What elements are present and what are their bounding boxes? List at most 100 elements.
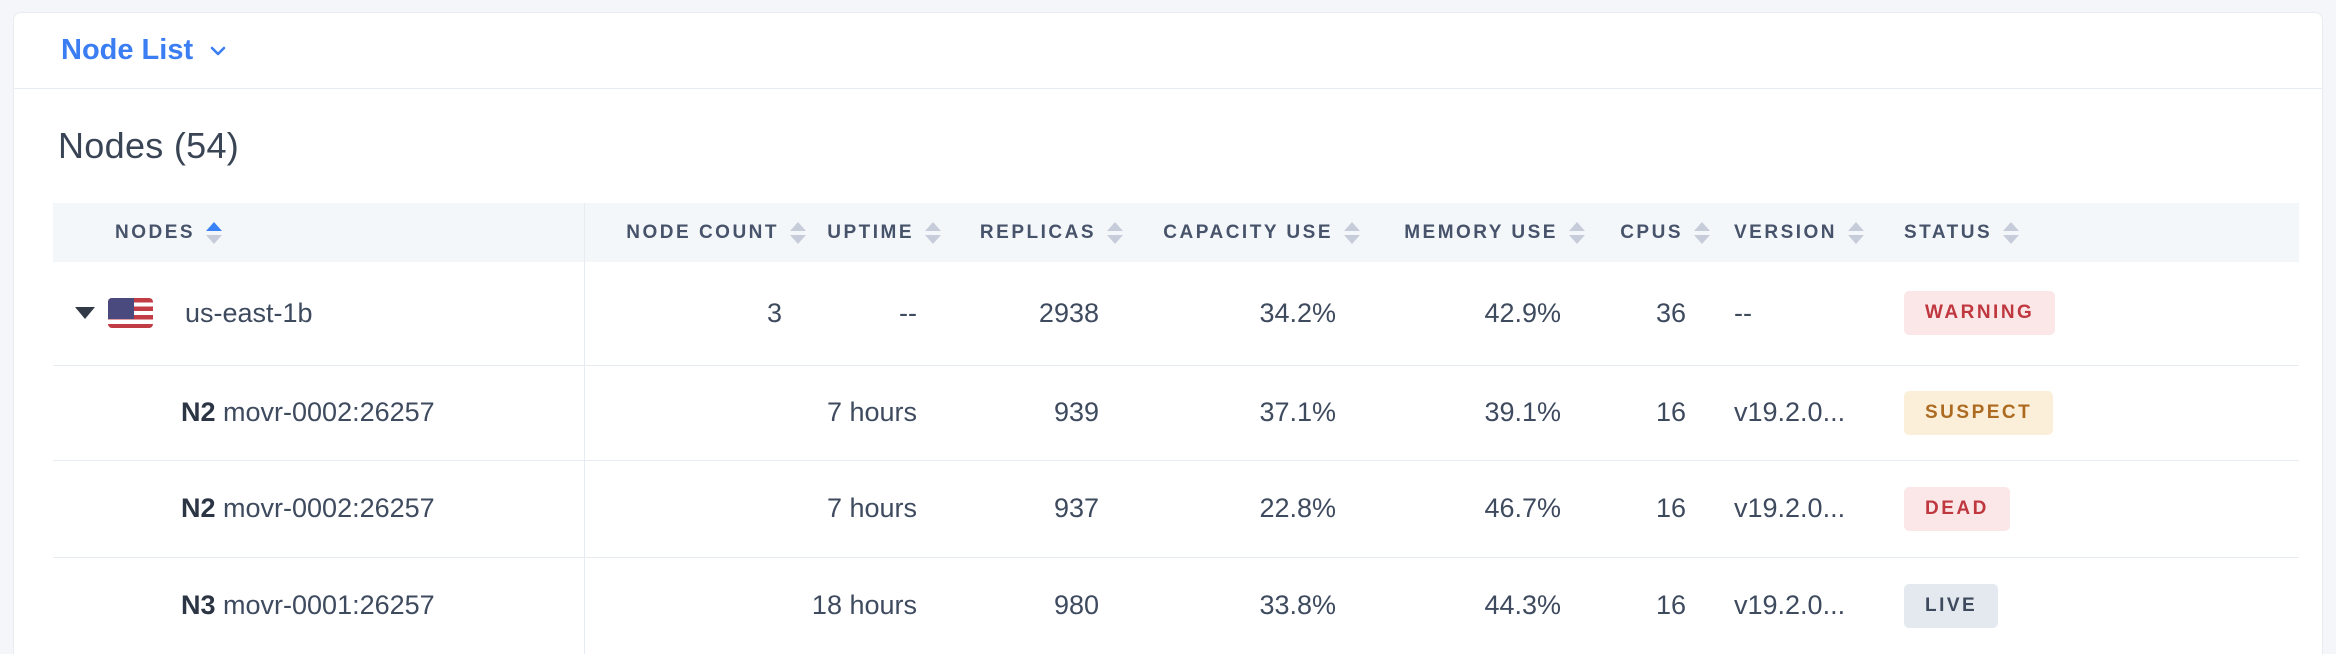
node-address[interactable]: movr-0001:26257 [223,590,435,621]
table-row-node[interactable]: N3 movr-0001:26257 18 hours 980 33.8% 44… [53,556,2299,654]
sort-down-arrow [1569,234,1585,244]
node-list-dropdown[interactable]: Node List [61,34,229,67]
cell-cpus: 16 [1585,556,1710,654]
table-header: NODES NODE COUNT UPTIME [53,203,2299,262]
table-header-row: NODES NODE COUNT UPTIME [53,203,2299,262]
cell-replicas: 2938 [1038,297,1099,328]
status-badge: LIVE [1904,583,1999,628]
cell-replicas: 937 [941,459,1123,557]
cell-memory-use: 39.1% [1360,364,1585,460]
cell-node-count [584,364,806,460]
sort-up-arrow [1107,221,1123,231]
cell-capacity-use: 34.2% [1259,297,1336,328]
column-header-uptime[interactable]: UPTIME [806,203,941,262]
sort-up-arrow [1344,221,1360,231]
cell-uptime: 7 hours [806,459,941,557]
column-header-uptime-label: UPTIME [827,221,914,243]
sort-down-arrow [2003,234,2020,244]
table-body: us-east-1b 3 -- 2938 34.2% 42.9% 36 -- W… [53,262,2299,654]
column-header-nodes[interactable]: NODES [53,203,585,262]
column-header-status[interactable]: STATUS [1878,203,2299,262]
status-badge: SUSPECT [1904,390,2054,435]
card-content: Nodes (54) NODES NODE COUNT [14,89,2322,654]
sort-up-arrow [1569,221,1585,231]
column-header-cpus[interactable]: CPUS [1585,203,1710,262]
column-header-nodes-label: NODES [115,221,196,243]
card-nav-bar: Node List [14,13,2322,89]
sort-up-arrow [1694,221,1710,231]
cell-version: -- [1734,297,1752,328]
sort-icon-capacity-use[interactable] [1344,221,1360,244]
sort-icon-uptime[interactable] [925,221,941,244]
column-header-memory-use[interactable]: MEMORY USE [1360,203,1585,262]
us-flag-icon [108,298,153,329]
column-header-cpus-label: CPUS [1620,221,1683,243]
page-title: Nodes (54) [58,125,240,166]
sort-up-arrow [1848,221,1865,231]
node-id: N2 [181,493,216,523]
column-header-version[interactable]: VERSION [1710,203,1878,262]
cell-cpus: 16 [1585,459,1710,557]
node-id: N2 [181,397,216,427]
cell-replicas: 980 [941,556,1123,654]
cell-node-count [584,459,806,557]
table-row-node[interactable]: N2 movr-0002:26257 7 hours 939 37.1% 39.… [53,364,2299,460]
cell-uptime: 18 hours [806,556,941,654]
cell-memory-use: 42.9% [1484,297,1561,328]
status-badge: DEAD [1904,486,2010,531]
cell-capacity-use: 33.8% [1123,556,1360,654]
column-header-status-label: STATUS [1904,221,1993,243]
sort-up-arrow [925,221,941,231]
sort-down-arrow [790,234,806,244]
node-list-dropdown-label: Node List [61,34,194,66]
sort-up-arrow [2003,221,2020,231]
cell-version: v19.2.0... [1710,556,1878,654]
column-header-node-count[interactable]: NODE COUNT [584,203,806,262]
chevron-down-icon [210,46,226,55]
cell-cpus: 36 [1655,297,1686,328]
table-row-region-us-east-1b[interactable]: us-east-1b 3 -- 2938 34.2% 42.9% 36 -- W… [53,262,2299,365]
sort-up-arrow [790,221,806,231]
node-list-card: Node List Nodes (54) NODES [13,12,2323,654]
sort-icon-node-count[interactable] [790,221,806,244]
cell-version: v19.2.0... [1710,459,1878,557]
region-name[interactable]: us-east-1b [185,297,313,328]
sort-down-arrow [1848,234,1865,244]
column-header-replicas[interactable]: REPLICAS [941,203,1123,262]
sort-down-arrow [1694,234,1710,244]
cell-cpus: 16 [1585,364,1710,460]
cell-node-count: 3 [766,297,782,328]
nodes-table: NODES NODE COUNT UPTIME [53,203,2299,654]
cell-version: v19.2.0... [1710,364,1878,460]
sort-down-arrow [1107,234,1123,244]
sort-icon-cpus[interactable] [1694,221,1710,244]
cell-capacity-use: 37.1% [1123,364,1360,460]
column-header-version-label: VERSION [1734,221,1838,243]
column-header-memory-use-label: MEMORY USE [1404,221,1558,243]
cell-memory-use: 46.7% [1360,459,1585,557]
sort-up-arrow [206,221,223,231]
column-header-capacity-use-label: CAPACITY USE [1163,221,1333,243]
cell-uptime: 7 hours [806,364,941,460]
table-row-node[interactable]: N2 movr-0002:26257 7 hours 937 22.8% 46.… [53,459,2299,557]
cell-capacity-use: 22.8% [1123,459,1360,557]
column-header-capacity-use[interactable]: CAPACITY USE [1123,203,1360,262]
sort-icon-nodes[interactable] [206,221,223,244]
sort-down-arrow [206,234,223,244]
cell-node-count [584,556,806,654]
sort-icon-version[interactable] [1848,221,1865,244]
cell-uptime: -- [899,297,917,328]
cell-memory-use: 44.3% [1360,556,1585,654]
cell-replicas: 939 [941,364,1123,460]
sort-icon-status[interactable] [2003,221,2020,244]
sort-down-arrow [1344,234,1360,244]
node-address[interactable]: movr-0002:26257 [223,397,435,427]
sort-down-arrow [925,234,941,244]
node-id: N3 [181,590,216,621]
column-header-replicas-label: REPLICAS [979,221,1096,243]
sort-icon-replicas[interactable] [1107,221,1123,244]
collapse-triangle-icon[interactable] [75,307,95,320]
sort-icon-memory-use[interactable] [1569,221,1585,244]
column-header-node-count-label: NODE COUNT [626,221,779,243]
node-address[interactable]: movr-0002:26257 [223,493,435,523]
